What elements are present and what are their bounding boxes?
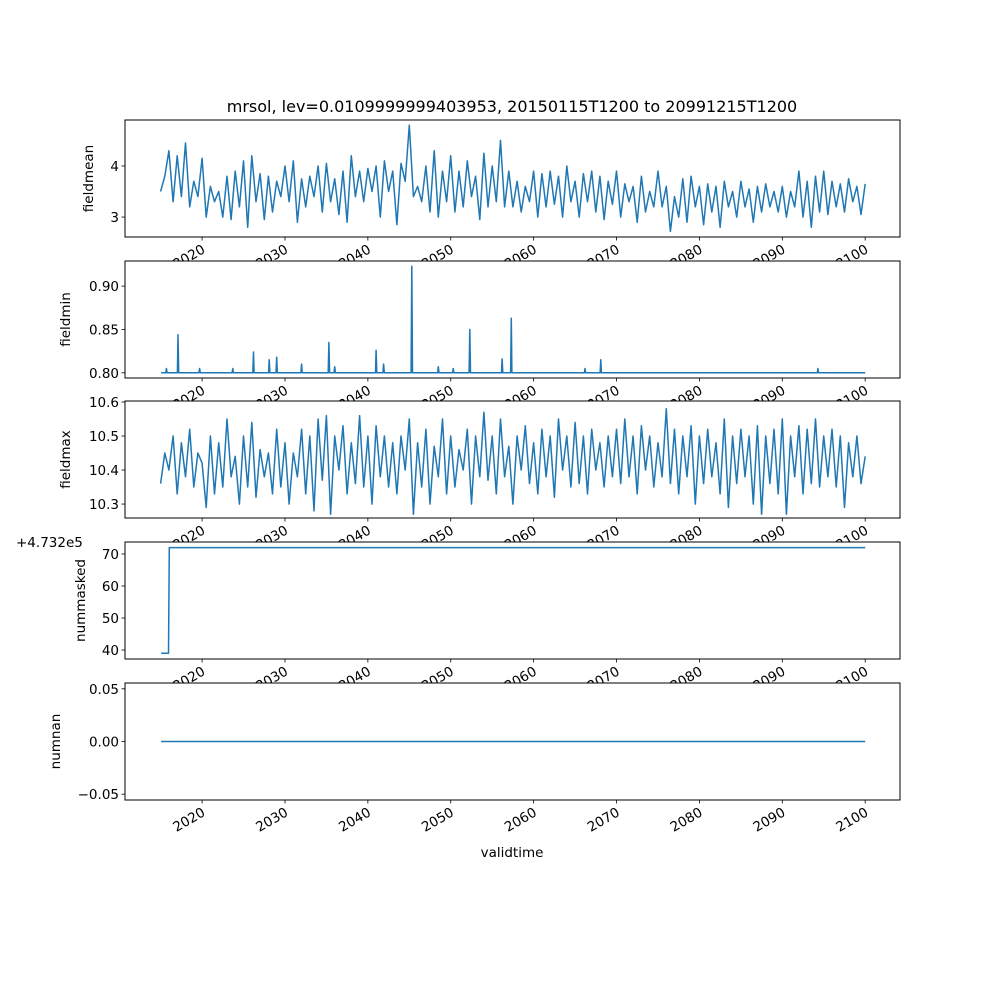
y-tick-label: 60 xyxy=(102,579,119,595)
y-tick-label: 50 xyxy=(102,611,119,627)
y-offset-text: +4.732e5 xyxy=(16,535,83,551)
y-axis-label: nummasked xyxy=(73,559,89,642)
y-tick-label: 10.6 xyxy=(89,395,119,411)
y-tick-label: 0.85 xyxy=(89,322,119,338)
y-tick-label: 40 xyxy=(102,643,119,659)
y-tick-label: 3 xyxy=(110,210,119,226)
y-tick-label: −0.05 xyxy=(78,787,119,803)
axes-frame xyxy=(124,400,901,519)
y-tick-label: 10.4 xyxy=(89,463,119,479)
y-tick-label: 0.80 xyxy=(89,366,119,382)
y-axis-label: fieldmin xyxy=(58,292,74,347)
y-tick-label: 10.3 xyxy=(89,497,119,513)
series-line-fieldmax xyxy=(159,408,866,516)
y-tick-label: 0.05 xyxy=(89,682,119,698)
y-axis-label: fieldmax xyxy=(58,430,74,489)
y-axis-label: fieldmean xyxy=(81,145,97,212)
series-line-fieldmean xyxy=(159,124,866,233)
y-tick-label: 0.00 xyxy=(89,735,119,751)
y-tick-label: 4 xyxy=(110,159,119,175)
y-tick-label: 70 xyxy=(102,547,119,563)
y-tick-label: 0.90 xyxy=(89,279,119,295)
axes-frame xyxy=(124,119,901,238)
axes-frame xyxy=(124,260,901,379)
series-line-nummasked xyxy=(161,546,866,654)
figure-title: mrsol, lev=0.0109999999403953, 20150115T… xyxy=(227,97,797,116)
y-tick-label: 10.5 xyxy=(89,429,119,445)
axes-background xyxy=(125,542,900,659)
series-line-fieldmin xyxy=(161,265,866,374)
axes-frame xyxy=(124,541,901,660)
x-axis-label: validtime xyxy=(481,845,544,861)
y-axis-label: numnan xyxy=(48,714,64,770)
